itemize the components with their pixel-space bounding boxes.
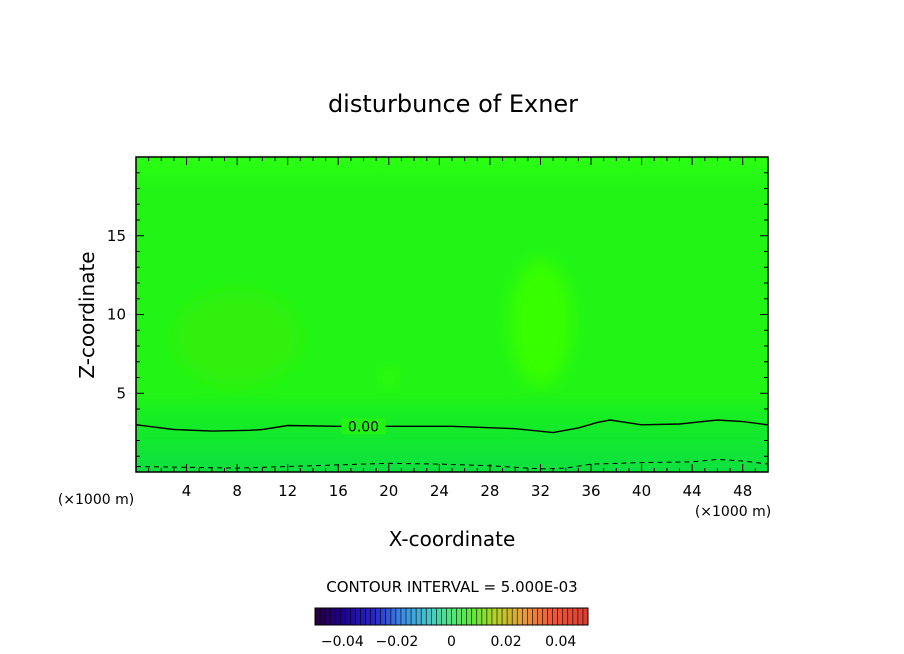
colorbar-cell xyxy=(491,608,498,625)
x-tick-label: 36 xyxy=(581,482,600,500)
colorbar-cell xyxy=(572,608,579,625)
colorbar-cell xyxy=(340,608,346,625)
colorbar-cell xyxy=(527,608,533,625)
colorbar-cell xyxy=(365,608,371,625)
colorbar-tick-label: 0.02 xyxy=(491,634,522,650)
x-tick-label: 28 xyxy=(480,482,499,500)
colorbar-cell xyxy=(461,608,467,625)
colorbar-cell xyxy=(426,608,432,625)
x-tick-label: 20 xyxy=(379,482,398,500)
colorbar-cell xyxy=(411,608,417,625)
x-tick-label: 4 xyxy=(182,482,192,500)
colorbar-cell xyxy=(406,608,412,625)
colorbar-cell xyxy=(330,608,336,625)
colorbar-cell xyxy=(421,608,427,625)
colorbar-cell xyxy=(471,608,478,625)
x-tick-label: 8 xyxy=(232,482,242,500)
zero-contour-label: 0.00 xyxy=(348,419,379,435)
zero-contour-line xyxy=(136,419,768,434)
colorbar-tick-label: −0.02 xyxy=(375,634,418,650)
y-tick-label: 5 xyxy=(116,384,126,402)
zero-contour-label-bg xyxy=(341,418,386,435)
colorbar-tick-label: 0.04 xyxy=(545,634,576,650)
colorbar-cell xyxy=(385,608,392,625)
colorbar-cell xyxy=(497,608,503,625)
colorbar-cell xyxy=(507,608,513,625)
colorbar-cell xyxy=(350,608,356,625)
contour-interval-text: CONTOUR INTERVAL = 5.000E-03 xyxy=(326,578,577,596)
colorbar-cell xyxy=(486,608,493,625)
colorbar-labels: −0.04 −0.02 0 0.02 0.04 xyxy=(321,634,577,650)
y-axis-label: Z-coordinate xyxy=(75,251,99,378)
colorbar-cell xyxy=(502,608,508,625)
colorbar-cell xyxy=(375,608,382,625)
colorbar-cell xyxy=(355,608,361,625)
chart-title: disturbunce of Exner xyxy=(328,90,578,118)
colorbar-frame xyxy=(314,607,589,626)
field-blob-2 xyxy=(382,369,396,386)
colorbar-cell xyxy=(481,608,488,625)
colorbar-tick-label: −0.04 xyxy=(321,634,364,650)
colorbar-cell xyxy=(517,608,523,625)
colorbar-cell xyxy=(476,608,483,625)
colorbar-cell xyxy=(542,608,548,625)
x-tick-label: 32 xyxy=(531,482,550,500)
colorbar-cell xyxy=(552,608,558,625)
field-blobs xyxy=(173,259,573,386)
colorbar-cell xyxy=(532,608,538,625)
y-tick-label: 15 xyxy=(107,227,126,245)
x-tick-label: 40 xyxy=(632,482,651,500)
colorbar-cell xyxy=(390,608,397,625)
colorbar-cells xyxy=(314,608,589,625)
colorbar: −0.04 −0.02 0 0.02 0.04 xyxy=(314,607,589,650)
field-blob-0 xyxy=(173,290,301,386)
y-tick-label: 10 xyxy=(107,306,126,324)
colorbar-cell xyxy=(345,608,351,625)
colorbar-cell xyxy=(416,608,422,625)
colorbar-cell xyxy=(400,608,407,625)
x-tick-label: 12 xyxy=(278,482,297,500)
colorbar-cell xyxy=(582,608,589,625)
x-tick-label: 44 xyxy=(683,482,702,500)
colorbar-cell xyxy=(456,608,462,625)
colorbar-cell xyxy=(567,608,574,625)
colorbar-cell xyxy=(395,608,402,625)
colorbar-cell xyxy=(370,608,376,625)
colorbar-cell xyxy=(441,608,447,625)
colorbar-cell xyxy=(446,608,452,625)
colorbar-cell xyxy=(557,608,564,625)
colorbar-cell xyxy=(320,608,326,625)
x-tick-label: 24 xyxy=(430,482,449,500)
negative-contour-line xyxy=(136,458,768,470)
colorbar-cell xyxy=(360,608,366,625)
colorbar-cell xyxy=(325,608,331,625)
colorbar-cell xyxy=(436,608,442,625)
x-tick-label: 48 xyxy=(733,482,752,500)
colorbar-cell xyxy=(512,608,518,625)
field-blob-1 xyxy=(508,259,573,386)
x-unit-label-right: (×1000 m) xyxy=(695,504,771,520)
colorbar-cell xyxy=(562,608,569,625)
colorbar-cell xyxy=(577,608,584,625)
colorbar-cell xyxy=(451,608,457,625)
colorbar-cell xyxy=(466,608,473,625)
colorbar-cell xyxy=(380,608,387,625)
colorbar-cell xyxy=(315,608,321,625)
x-unit-label-left: (×1000 m) xyxy=(58,492,134,508)
x-axis-label: X-coordinate xyxy=(389,527,516,551)
colorbar-cell xyxy=(547,608,553,625)
plot-area xyxy=(136,157,768,472)
colorbar-cell xyxy=(522,608,528,625)
colorbar-cell xyxy=(431,608,437,625)
colorbar-tick-label: 0 xyxy=(447,634,456,650)
x-tick-label: 16 xyxy=(329,482,348,500)
colorbar-cell xyxy=(537,608,543,625)
colorbar-cell xyxy=(335,608,341,625)
